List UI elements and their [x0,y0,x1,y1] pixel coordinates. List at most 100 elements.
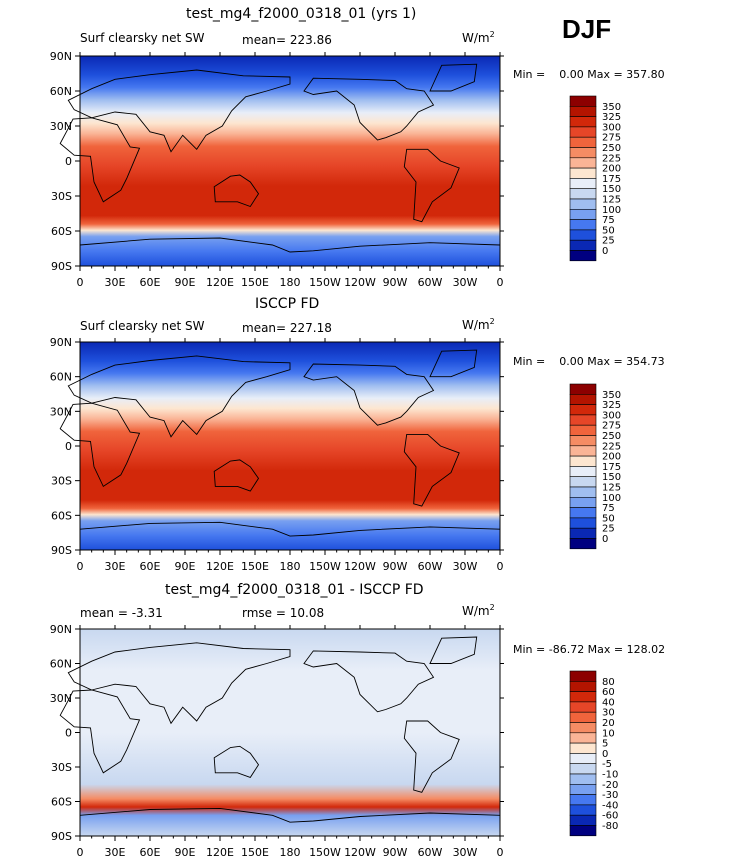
legend-swatch-panel-3 [569,711,597,723]
coastline-panel-2-6 [79,521,501,537]
ytick-label-panel-2: 90S [51,544,72,557]
coastline-panel-1-3 [403,148,460,223]
xtick-label-panel-2: 30W [453,560,478,573]
ytick-label-panel-1: 60N [50,85,72,98]
legend-swatch-panel-1 [569,126,597,138]
legend-label-panel-1: 275 [602,133,621,144]
legend-label-panel-2: 250 [602,431,621,442]
legend-label-panel-1: 125 [602,195,621,206]
legend-label-panel-1: 350 [602,102,621,113]
legend-label-panel-2: 0 [602,534,608,545]
legend-label-panel-1: 100 [602,205,621,216]
legend-label-panel-3: -60 [602,811,618,822]
xtick-label-panel-3: 0 [77,846,84,859]
ytick-label-panel-2: 90N [50,336,72,349]
legend-label-panel-3: 5 [602,739,608,750]
xtick-label-panel-1: 180 [280,276,301,289]
legend-swatch-panel-2 [569,383,597,395]
legend-swatch-panel-3 [569,763,597,775]
panel-2-units: W/m2 [462,317,495,332]
panel-3-rmse-label: rmse = 10.08 [242,606,325,620]
ytick-label-panel-2: 30S [51,475,72,488]
legend-label-panel-2: 350 [602,390,621,401]
xtick-label-panel-3: 30E [105,846,126,859]
legend-swatch-panel-2 [569,466,597,477]
legend-label-panel-2: 50 [602,513,615,524]
legend-label-panel-2: 150 [602,472,621,483]
legend-swatch-panel-2 [569,414,597,426]
legend-swatch-panel-1 [569,136,597,148]
xtick-label-panel-3: 60E [140,846,161,859]
coastline-panel-3-5 [429,636,478,664]
ytick-label-panel-3: 60S [51,796,72,809]
legend-swatch-panel-3 [569,753,597,765]
legend-swatch-panel-2 [569,435,597,447]
legend-label-panel-1: 300 [602,122,621,133]
panel-3-mean-label: mean = -3.31 [80,606,163,620]
panel-1-title: test_mg4_f2000_0318_01 (yrs 1) [186,6,417,22]
legend-swatch-panel-2 [569,424,597,436]
coastline-panel-1-4 [303,77,435,141]
legend-label-panel-3: 10 [602,728,615,739]
map-field-panel-1 [80,56,500,266]
xtick-label-panel-3: 30W [453,846,478,859]
xtick-label-panel-2: 120E [206,560,234,573]
xtick-label-panel-1: 150W [309,276,341,289]
coastline-panel-2-4 [303,363,435,426]
panel-2-title: ISCCP FD [255,296,320,312]
legend-swatch-panel-1 [569,95,597,107]
coastline-panel-3-2 [213,745,260,778]
legend-swatch-panel-3 [569,794,597,806]
map-field-panel-3 [80,629,500,836]
legend-label-panel-1: 0 [602,246,608,257]
legend-label-panel-3: 20 [602,718,615,729]
xtick-label-panel-1: 90W [383,276,408,289]
legend-swatch-panel-2 [569,517,597,529]
legend-label-panel-1: 175 [602,174,621,185]
panel-2-variable-label: Surf clearsky net SW [80,319,205,333]
legend-swatch-panel-1 [569,250,597,262]
xtick-label-panel-1: 60W [418,276,443,289]
xtick-label-panel-1: 120E [206,276,234,289]
legend-label-panel-2: 325 [602,400,621,411]
panel-1-mean-label: mean= 223.86 [242,33,332,47]
xtick-label-panel-3: 0 [497,846,504,859]
ytick-label-panel-1: 0 [65,155,72,168]
coastline-panel-3-6 [79,807,501,823]
ytick-label-panel-1: 30N [50,120,72,133]
legend-label-panel-3: -10 [602,770,618,781]
xtick-label-panel-1: 30E [105,276,126,289]
ytick-label-panel-3: 0 [65,727,72,740]
ytick-label-panel-1: 90N [50,50,72,63]
xtick-label-panel-3: 120W [344,846,376,859]
ytick-label-panel-1: 90S [51,260,72,273]
panel-2-mean-label: mean= 227.18 [242,321,332,335]
coastline-panel-2-1 [67,355,291,438]
legend-swatch-panel-2 [569,538,597,550]
xtick-label-panel-3: 150W [309,846,341,859]
legend-swatch-panel-3 [569,783,597,795]
season-label: DJF [562,14,612,44]
panel-1-units: W/m2 [462,30,495,45]
legend-label-panel-3: -40 [602,800,618,811]
legend-swatch-panel-2 [569,507,597,519]
legend-swatch-panel-3 [569,814,597,826]
coastline-panel-1-1 [67,69,291,153]
legend-swatch-panel-3 [569,773,597,785]
legend-swatch-panel-3 [569,722,597,734]
xtick-label-panel-3: 150E [241,846,269,859]
legend-label-panel-3: 0 [602,749,608,760]
legend-swatch-panel-1 [569,116,597,128]
xtick-label-panel-1: 30W [453,276,478,289]
panel-1-min-max: Min = 0.00 Max = 357.80 [513,68,665,81]
panel-2-min-max: Min = 0.00 Max = 354.73 [513,355,665,368]
legend-label-panel-1: 25 [602,236,615,247]
xtick-label-panel-1: 60E [140,276,161,289]
legend-swatch-panel-1 [569,198,597,210]
coastline-panel-3-0 [59,689,141,774]
legend-swatch-panel-3 [569,825,597,837]
ytick-label-panel-3: 60N [50,658,72,671]
coastline-panel-3-1 [67,642,291,725]
coastline-panel-2-5 [429,349,478,378]
legend-label-panel-3: 80 [602,677,615,688]
